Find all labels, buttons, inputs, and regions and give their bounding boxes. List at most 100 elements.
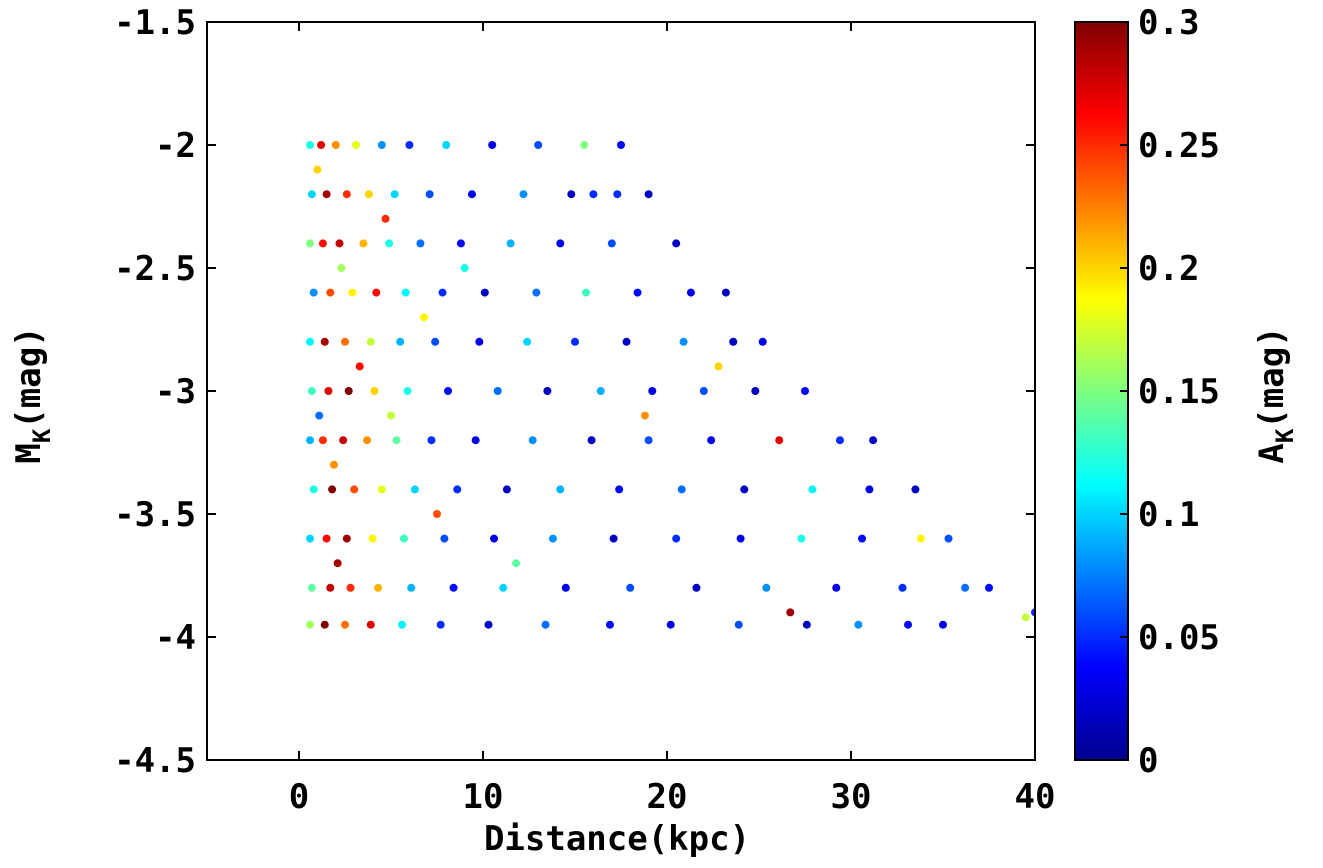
data-point-105 bbox=[490, 534, 499, 543]
data-point-160 bbox=[714, 362, 723, 371]
data-point-90 bbox=[453, 485, 462, 494]
data-point-153 bbox=[387, 411, 395, 420]
data-point-110 bbox=[797, 534, 806, 543]
data-point-159 bbox=[640, 411, 649, 420]
data-point-129 bbox=[306, 620, 315, 629]
data-point-51 bbox=[475, 337, 484, 346]
data-point-136 bbox=[541, 620, 550, 629]
data-point-88 bbox=[377, 485, 386, 494]
cb-label-sub: K bbox=[1271, 428, 1299, 443]
data-point-6 bbox=[442, 141, 451, 149]
data-point-154 bbox=[420, 313, 429, 322]
data-point-25 bbox=[359, 239, 368, 248]
colorbar-label: AK(mag) bbox=[1252, 326, 1299, 463]
data-point-22 bbox=[306, 239, 315, 248]
data-point-76 bbox=[427, 436, 436, 445]
data-point-75 bbox=[392, 436, 401, 445]
data-point-9 bbox=[580, 141, 589, 149]
data-point-100 bbox=[322, 534, 331, 543]
y-tick-label: -4.5 bbox=[114, 741, 196, 781]
data-point-96 bbox=[808, 485, 817, 494]
colorbar-tick-label: 0.1 bbox=[1138, 495, 1199, 535]
data-point-48 bbox=[366, 337, 375, 346]
data-point-124 bbox=[762, 583, 771, 592]
data-point-0 bbox=[306, 141, 315, 149]
data-point-109 bbox=[736, 534, 745, 543]
data-point-15 bbox=[390, 190, 399, 199]
data-point-133 bbox=[398, 620, 407, 629]
data-point-1 bbox=[317, 141, 326, 149]
data-point-71 bbox=[306, 436, 315, 445]
data-point-87 bbox=[350, 485, 359, 494]
colorbar-ticks: 0 0.05 0.1 0.15 0.2 0.25 0.3 bbox=[1120, 3, 1220, 781]
data-point-14 bbox=[364, 190, 373, 199]
data-point-107 bbox=[609, 534, 618, 543]
data-point-5 bbox=[405, 141, 414, 149]
y-tick-label: -3 bbox=[155, 372, 196, 412]
data-point-139 bbox=[734, 620, 743, 629]
data-point-53 bbox=[571, 337, 579, 346]
data-point-118 bbox=[407, 583, 416, 592]
data-point-26 bbox=[385, 239, 394, 248]
data-point-21 bbox=[644, 190, 653, 199]
data-point-46 bbox=[320, 337, 329, 346]
data-point-19 bbox=[567, 190, 576, 199]
data-point-61 bbox=[370, 387, 379, 395]
data-point-31 bbox=[607, 239, 616, 248]
data-point-57 bbox=[758, 337, 767, 346]
data-point-119 bbox=[449, 583, 458, 592]
data-point-89 bbox=[410, 485, 419, 494]
data-point-47 bbox=[341, 337, 349, 346]
data-point-102 bbox=[368, 534, 377, 543]
data-point-23 bbox=[318, 239, 327, 248]
data-point-3 bbox=[352, 141, 361, 149]
data-point-106 bbox=[548, 534, 557, 543]
data-point-69 bbox=[751, 387, 760, 395]
data-point-99 bbox=[306, 534, 315, 543]
data-point-60 bbox=[344, 387, 353, 395]
y-tick-label: -3.5 bbox=[114, 495, 196, 535]
data-point-55 bbox=[679, 337, 688, 346]
data-point-63 bbox=[444, 387, 453, 395]
data-point-84 bbox=[869, 436, 878, 445]
data-point-82 bbox=[775, 436, 784, 445]
data-point-34 bbox=[326, 288, 335, 297]
data-point-35 bbox=[348, 288, 357, 297]
data-point-93 bbox=[615, 485, 624, 494]
data-point-158 bbox=[589, 190, 598, 199]
data-point-2 bbox=[331, 141, 340, 149]
data-point-116 bbox=[346, 583, 355, 592]
colorbar-tick-label: 0.25 bbox=[1138, 126, 1220, 166]
data-point-114 bbox=[307, 583, 316, 592]
data-point-58 bbox=[307, 387, 316, 395]
data-point-152 bbox=[381, 214, 390, 223]
data-point-68 bbox=[699, 387, 708, 395]
data-point-138 bbox=[666, 620, 675, 629]
data-point-50 bbox=[431, 337, 440, 346]
data-point-72 bbox=[318, 436, 327, 445]
data-point-29 bbox=[506, 239, 515, 248]
x-axis-label: Distance(kpc) bbox=[484, 819, 750, 859]
data-point-113 bbox=[944, 534, 953, 543]
data-point-91 bbox=[502, 485, 511, 494]
cb-label-unit: (mag) bbox=[1252, 326, 1292, 428]
y-label-main: M bbox=[9, 443, 49, 463]
data-point-28 bbox=[456, 239, 465, 248]
data-point-104 bbox=[440, 534, 449, 543]
data-point-78 bbox=[528, 436, 537, 445]
data-point-16 bbox=[425, 190, 434, 199]
data-point-30 bbox=[556, 239, 565, 248]
data-point-56 bbox=[729, 337, 738, 346]
data-point-40 bbox=[532, 288, 541, 297]
data-point-157 bbox=[512, 559, 521, 568]
data-point-74 bbox=[363, 436, 372, 445]
data-point-147 bbox=[337, 264, 346, 272]
data-point-137 bbox=[605, 620, 614, 629]
data-point-7 bbox=[488, 141, 497, 149]
data-point-20 bbox=[613, 190, 622, 199]
data-point-128 bbox=[985, 583, 993, 592]
data-point-39 bbox=[480, 288, 489, 297]
x-tick-label: 10 bbox=[463, 777, 504, 817]
data-point-37 bbox=[401, 288, 410, 297]
data-point-86 bbox=[328, 485, 337, 494]
